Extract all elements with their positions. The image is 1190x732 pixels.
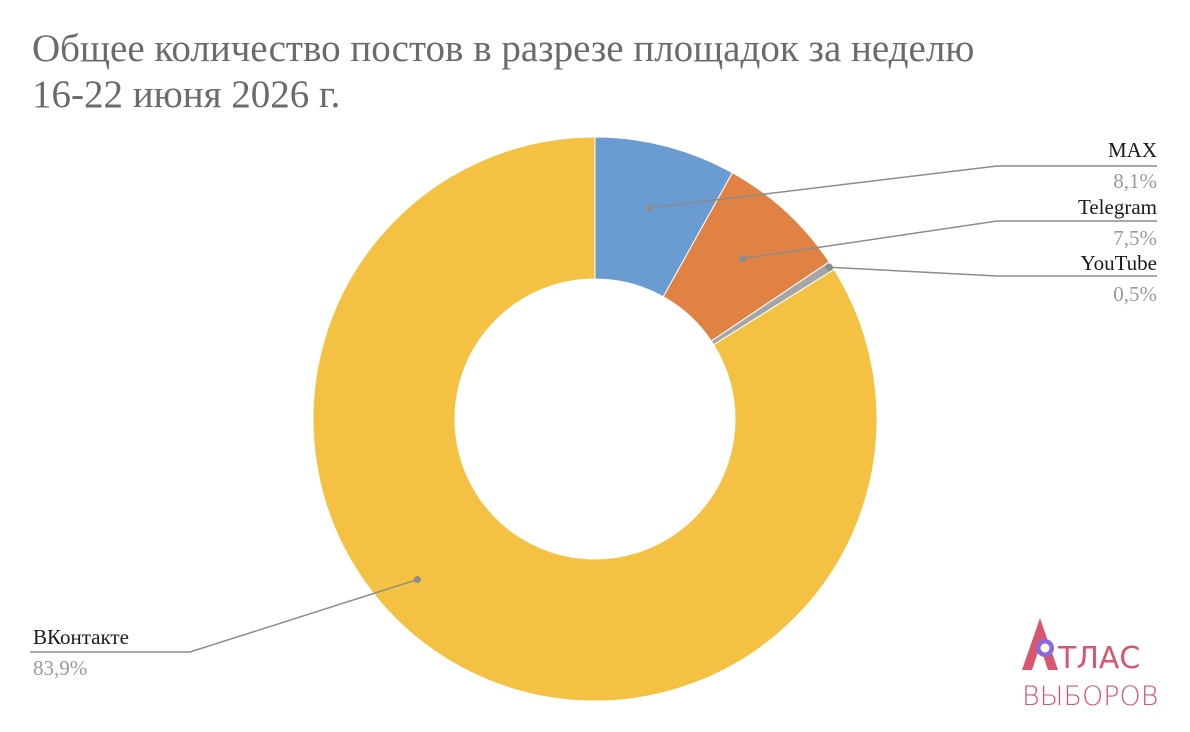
slice-value-max: 8,1% [1113, 169, 1157, 193]
logo-word-vyborov: ВЫБОРОВ [1022, 681, 1159, 712]
leader-dot-вконтакте [413, 576, 421, 584]
slice-value-youtube: 0,5% [1113, 282, 1157, 306]
leader-line-max [649, 165, 1157, 209]
slice-labels: MAX 8,1%Telegram 7,5%YouTube 0,5% ВКонтакте 8… [33, 138, 1157, 680]
chart-title: Общее количество постов в разрезе площад… [32, 26, 1132, 118]
slice-вконтакте [312, 136, 878, 702]
logo-rocket-icon [1022, 618, 1058, 670]
leader-dot-max [646, 204, 654, 212]
leader-line-вконтакте [30, 578, 418, 653]
chart-title-line-2: 16-22 июня 2026 г. [32, 73, 341, 116]
leader-lines [30, 165, 1157, 653]
slice-label-вконтакте: ВКонтакте [33, 625, 129, 649]
slice-label-telegram: Telegram [1078, 195, 1157, 219]
leader-dot-youtube [825, 263, 833, 271]
logo-word-atlas: ТЛАС [1057, 641, 1140, 676]
leader-line-telegram [742, 220, 1157, 260]
slice-label-youtube: YouTube [1081, 251, 1157, 275]
donut-slices [312, 136, 878, 702]
slice-value-вконтакте: 83,9% [33, 656, 87, 680]
leader-dot-telegram [739, 255, 747, 263]
slice-label-max: MAX [1108, 138, 1157, 162]
chart-title-line-1: Общее количество постов в разрезе площад… [32, 27, 975, 70]
atlas-vyborov-logo: ТЛАС ВЫБОРОВ [1022, 618, 1159, 712]
leader-line-youtube [829, 266, 1157, 277]
slice-value-telegram: 7,5% [1113, 226, 1157, 250]
